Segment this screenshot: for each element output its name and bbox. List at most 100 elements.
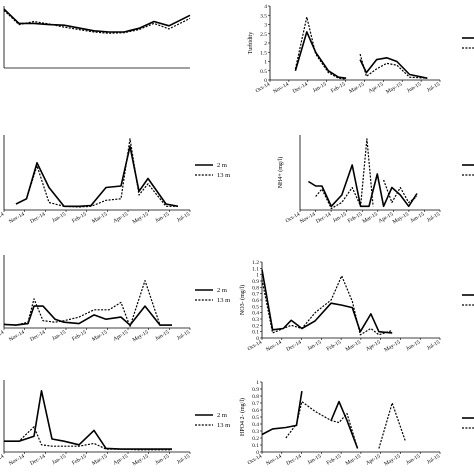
chart-panel-top-right: Oct-14 Nov-14 Dec-14 Jan-15 Feb-15 Mar-15 Apr-… bbox=[248, 4, 474, 95]
x-tick-label: Mar-15 bbox=[91, 211, 108, 225]
series-line-dotted bbox=[4, 426, 172, 451]
x-tick-label: Feb-15 bbox=[326, 339, 343, 352]
x-tick-label: Mar-15 bbox=[345, 339, 362, 353]
x-tick-label: Dec-14 bbox=[292, 81, 309, 94]
y-tick-label: 0.4 bbox=[252, 311, 259, 317]
y-tick-label: 1 bbox=[256, 273, 259, 279]
series-line-dotted bbox=[378, 402, 407, 449]
x-tick-label: Jan-15 bbox=[307, 339, 323, 352]
x-tick-label: Feb-15 bbox=[326, 453, 343, 466]
x-tick-label: Apr-15 bbox=[365, 453, 382, 466]
y-tick-label: 0.6 bbox=[252, 408, 259, 414]
x-tick-label: Jan-15 bbox=[51, 211, 67, 224]
x-tick-label: Apr-15 bbox=[368, 81, 385, 94]
x-tick-label: Feb-15 bbox=[330, 81, 347, 94]
x-tick-label: May-15 bbox=[132, 329, 150, 343]
x-tick-label: Feb-15 bbox=[347, 211, 364, 224]
legend-label: 2 m bbox=[217, 162, 227, 169]
x-tick-label: Apr-15 bbox=[112, 453, 129, 466]
y-tick-label: 0.9 bbox=[252, 387, 259, 393]
x-tick-label: May-15 bbox=[385, 81, 403, 95]
y-tick-label: 2.5 bbox=[260, 32, 267, 38]
y-tick-label: 0.1 bbox=[252, 443, 259, 449]
series-line-dotted bbox=[359, 53, 428, 79]
x-tick-label: Nov-14 bbox=[265, 453, 283, 467]
y-tick-label: 0.3 bbox=[252, 429, 259, 435]
x-tick-label: Apr-15 bbox=[365, 339, 382, 352]
x-tick-label: Jan-15 bbox=[307, 453, 323, 466]
x-tick-label: Jun-15 bbox=[154, 211, 170, 224]
x-tick-label: Jan-15 bbox=[51, 453, 67, 466]
x-tick-label: Dec-14 bbox=[286, 453, 303, 466]
series-line-solid bbox=[261, 390, 303, 436]
series-line-solid bbox=[261, 269, 393, 334]
y-tick-label: 1.5 bbox=[260, 50, 267, 56]
y-tick-label: 1.2 bbox=[252, 260, 259, 266]
y-tick-label: 0.8 bbox=[252, 285, 259, 291]
y-axis-label: HPO4 2- (mg/l) bbox=[239, 398, 246, 436]
x-tick-label: Oct-14 bbox=[247, 453, 263, 466]
series-line-dotted bbox=[3, 9, 191, 34]
x-tick-label: Oct-14 bbox=[0, 211, 5, 224]
x-tick-label: Nov-14 bbox=[8, 453, 26, 467]
x-tick-label: Mar-15 bbox=[362, 211, 379, 225]
x-tick-label: Jun-15 bbox=[154, 329, 170, 342]
x-tick-label: Jul-15 bbox=[176, 453, 191, 465]
series-line-dotted bbox=[3, 280, 172, 328]
y-tick-label: 0.5 bbox=[252, 415, 259, 421]
x-tick-label: May-15 bbox=[392, 211, 410, 225]
x-tick-label: Jul-15 bbox=[426, 81, 441, 93]
y-tick-label: 0 bbox=[256, 336, 259, 342]
x-tick-label: Jun-15 bbox=[409, 211, 425, 224]
x-tick-label: Oct-14 bbox=[255, 81, 271, 94]
x-tick-label: May-15 bbox=[383, 453, 401, 467]
y-tick-label: 0.2 bbox=[252, 323, 259, 329]
y-tick-label: 1 bbox=[264, 60, 267, 66]
y-tick-label: 0.4 bbox=[252, 422, 259, 428]
y-axis-label: Turbidity bbox=[248, 32, 254, 54]
x-tick-label: May-15 bbox=[383, 339, 401, 353]
y-tick-label: 0.2 bbox=[252, 436, 259, 442]
y-tick-label: 3 bbox=[264, 23, 267, 29]
chart-panel-row3-left: Oct-14 Nov-14 Dec-14 Jan-15 Feb-15 Mar-15 Apr-… bbox=[0, 255, 230, 343]
x-tick-label: Jul-15 bbox=[426, 339, 441, 351]
x-tick-label: Dec-14 bbox=[29, 453, 46, 466]
chart-panel-top-left bbox=[3, 6, 191, 69]
x-tick-label: Nov-14 bbox=[8, 329, 26, 343]
series-line-dotted bbox=[261, 275, 393, 336]
x-tick-label: Dec-14 bbox=[29, 211, 46, 224]
y-tick-label: 0.5 bbox=[252, 304, 259, 310]
y-tick-label: 2 bbox=[264, 41, 267, 47]
x-tick-label: Nov-14 bbox=[299, 211, 317, 225]
series-line-solid bbox=[3, 8, 191, 33]
chart-panel-row2-left: Oct-14 Nov-14 Dec-14 Jan-15 Feb-15 Mar-15 Apr-… bbox=[0, 135, 230, 225]
x-tick-label: Jun-15 bbox=[405, 339, 421, 352]
x-tick-label: Jan-15 bbox=[332, 211, 348, 224]
legend-label: 2 m bbox=[217, 412, 227, 419]
x-tick-label: Jun-15 bbox=[406, 81, 422, 94]
x-tick-label: Apr-15 bbox=[112, 329, 129, 342]
series-line-dotted bbox=[315, 138, 374, 210]
x-tick-label: May-15 bbox=[132, 211, 150, 225]
y-axis-label: NO3- (mg/l) bbox=[239, 285, 246, 315]
x-tick-label: Apr-15 bbox=[112, 211, 129, 224]
legend-label: 13 m bbox=[217, 297, 230, 304]
x-tick-label: Feb-15 bbox=[71, 211, 88, 224]
series-line-solid bbox=[4, 389, 172, 450]
series-line-solid bbox=[294, 31, 347, 79]
x-tick-label: Mar-15 bbox=[91, 329, 108, 343]
y-tick-label: 0.8 bbox=[252, 394, 259, 400]
y-tick-label: 0.7 bbox=[252, 401, 259, 407]
y-tick-label: 1.1 bbox=[252, 266, 259, 272]
x-tick-label: Nov-14 bbox=[265, 339, 283, 353]
x-tick-label: Feb-15 bbox=[71, 329, 88, 342]
series-line-dotted bbox=[383, 179, 418, 204]
y-tick-label: 3.5 bbox=[260, 13, 267, 19]
x-tick-label: Jun-15 bbox=[405, 453, 421, 466]
x-tick-label: Nov-14 bbox=[8, 211, 26, 225]
series-line-dotted bbox=[285, 401, 359, 449]
series-line-dotted bbox=[15, 138, 178, 208]
y-tick-label: 0.7 bbox=[252, 292, 259, 298]
x-tick-label: Oct-14 bbox=[285, 211, 301, 224]
